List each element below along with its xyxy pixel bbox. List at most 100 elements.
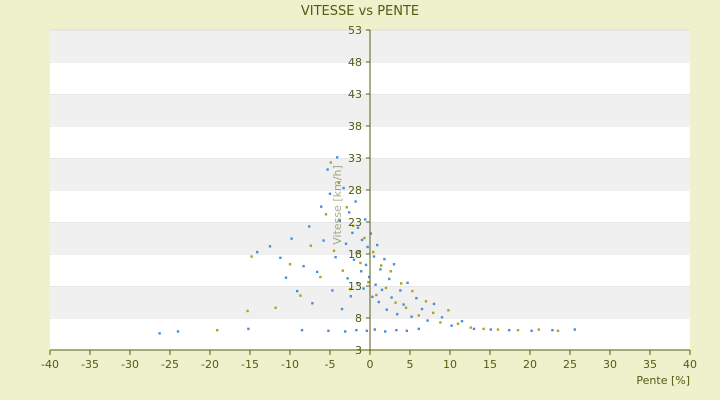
data-points bbox=[158, 156, 576, 335]
x-tick-label: 20 bbox=[523, 358, 537, 371]
data-point bbox=[374, 283, 377, 286]
data-point bbox=[388, 277, 391, 281]
data-point bbox=[380, 264, 383, 267]
data-point bbox=[342, 186, 345, 190]
data-point bbox=[352, 258, 356, 261]
x-tick-label: -25 bbox=[161, 358, 179, 371]
data-point bbox=[288, 263, 292, 266]
data-point bbox=[573, 328, 576, 331]
data-point bbox=[368, 275, 371, 279]
data-point bbox=[322, 239, 325, 242]
x-tick-label: 35 bbox=[643, 358, 657, 371]
data-point bbox=[284, 276, 288, 279]
data-point bbox=[508, 328, 511, 332]
data-point bbox=[354, 200, 357, 203]
data-point bbox=[363, 236, 366, 240]
data-point bbox=[329, 161, 332, 164]
data-point bbox=[268, 245, 272, 248]
x-tick-label: -35 bbox=[81, 358, 99, 371]
data-point bbox=[516, 328, 520, 332]
data-point bbox=[326, 168, 329, 171]
data-point bbox=[344, 242, 348, 245]
data-point bbox=[372, 250, 375, 254]
data-point bbox=[309, 244, 312, 247]
data-point bbox=[346, 277, 349, 280]
y-tick-label: 43 bbox=[348, 88, 362, 101]
data-point bbox=[340, 307, 344, 311]
data-point bbox=[384, 286, 388, 290]
data-point bbox=[366, 245, 369, 249]
data-point bbox=[349, 295, 352, 298]
data-point bbox=[364, 263, 368, 267]
data-point bbox=[362, 287, 365, 290]
data-point bbox=[394, 301, 397, 304]
data-point bbox=[296, 289, 299, 293]
data-point bbox=[450, 324, 453, 327]
data-point bbox=[247, 327, 250, 331]
data-point bbox=[410, 315, 413, 318]
data-point bbox=[327, 329, 330, 332]
data-point bbox=[482, 327, 485, 331]
data-point bbox=[290, 237, 293, 240]
data-point bbox=[489, 328, 492, 331]
data-point bbox=[367, 280, 370, 284]
data-point bbox=[365, 329, 368, 332]
x-tick-label: -15 bbox=[241, 358, 259, 371]
data-point bbox=[345, 206, 348, 209]
x-tick-label: 10 bbox=[443, 358, 457, 371]
y-axis-label: Vitesse [km/h] bbox=[331, 165, 344, 245]
data-point bbox=[331, 289, 334, 292]
data-point bbox=[440, 316, 444, 319]
data-point bbox=[469, 326, 472, 329]
data-point bbox=[432, 302, 436, 306]
data-point bbox=[384, 330, 387, 333]
data-point bbox=[352, 224, 355, 228]
data-point bbox=[359, 261, 362, 265]
y-tick-label: 23 bbox=[348, 216, 362, 229]
data-point bbox=[358, 250, 361, 253]
data-point bbox=[439, 321, 442, 324]
data-point bbox=[311, 302, 314, 305]
data-point bbox=[334, 256, 337, 259]
x-tick-label: -5 bbox=[325, 358, 336, 371]
data-point bbox=[411, 289, 414, 293]
data-point bbox=[417, 327, 420, 331]
x-axis-label: Pente [%] bbox=[636, 374, 690, 387]
data-point bbox=[496, 328, 500, 331]
data-point bbox=[372, 255, 376, 258]
data-point bbox=[300, 328, 304, 332]
data-point bbox=[432, 311, 435, 315]
data-point bbox=[392, 263, 396, 266]
data-point bbox=[530, 329, 533, 332]
data-point bbox=[308, 225, 311, 228]
data-point bbox=[355, 251, 358, 254]
data-point bbox=[404, 306, 408, 309]
data-point bbox=[415, 296, 418, 300]
data-point bbox=[426, 319, 429, 322]
data-point bbox=[402, 303, 405, 306]
y-tick-label: 28 bbox=[348, 184, 362, 197]
x-tick-label: 30 bbox=[603, 358, 617, 371]
data-point bbox=[250, 255, 253, 258]
data-point bbox=[328, 192, 332, 196]
data-point bbox=[176, 330, 180, 333]
x-tick-label: -20 bbox=[201, 358, 219, 371]
data-point bbox=[371, 295, 374, 299]
data-point bbox=[299, 294, 302, 297]
data-point bbox=[158, 332, 161, 335]
data-point bbox=[319, 275, 322, 279]
data-point bbox=[246, 309, 249, 313]
y-tick-label: 38 bbox=[348, 120, 362, 133]
y-tick-label: 33 bbox=[348, 152, 362, 165]
data-point bbox=[375, 293, 378, 297]
data-point bbox=[551, 328, 554, 332]
x-tick-label: 15 bbox=[483, 358, 497, 371]
data-point bbox=[399, 289, 402, 292]
data-point bbox=[406, 281, 409, 284]
data-point bbox=[320, 205, 323, 208]
data-point bbox=[556, 329, 560, 332]
data-point bbox=[405, 329, 408, 332]
x-tick-label: 5 bbox=[407, 358, 414, 371]
data-point bbox=[460, 320, 464, 323]
